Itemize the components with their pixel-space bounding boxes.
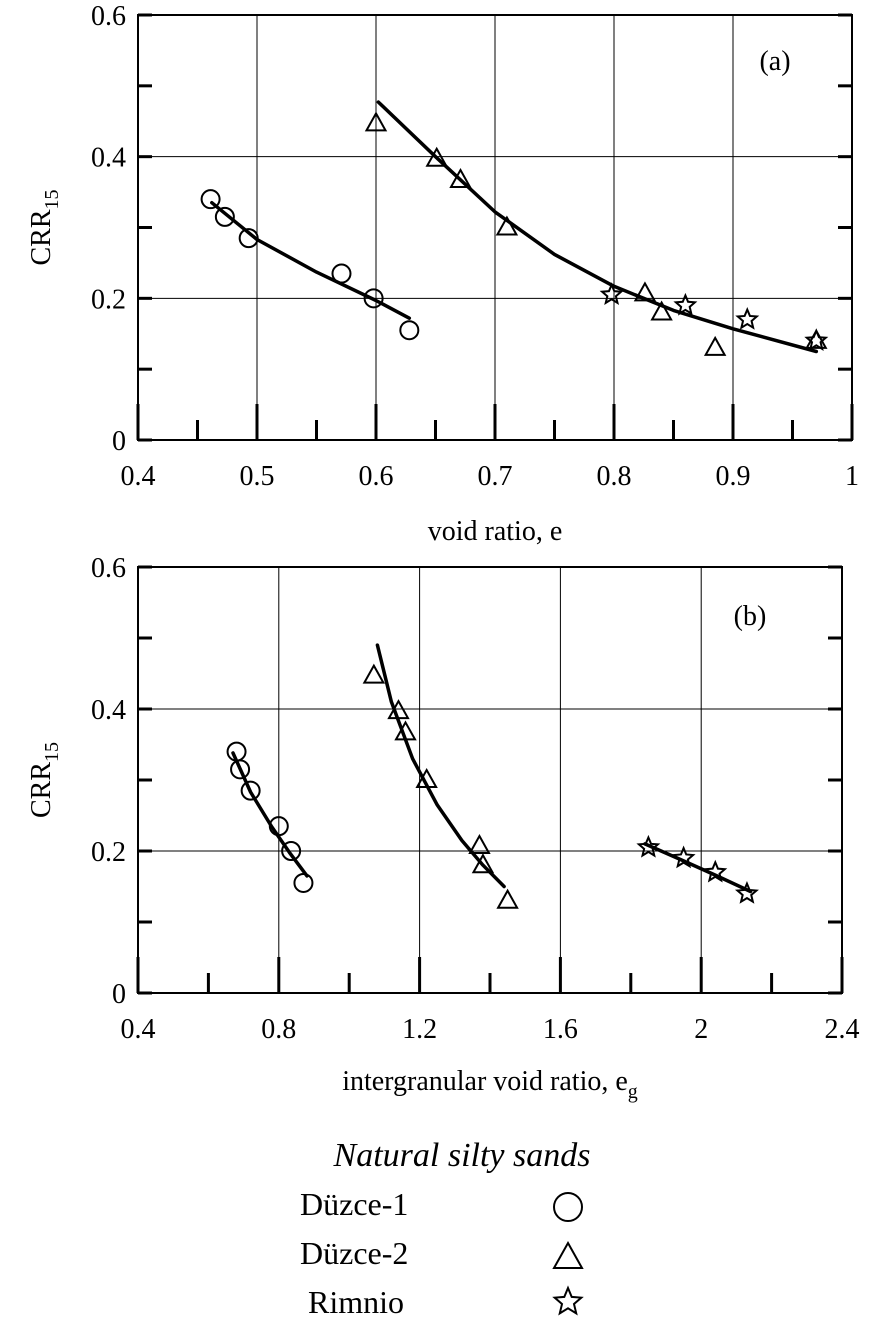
fit-curve: [643, 842, 753, 894]
data-point-star: [804, 328, 829, 352]
legend-marker-star: [552, 1285, 584, 1316]
data-point-triangle: [496, 888, 519, 909]
legend-entry-label: Düzce-2: [300, 1235, 408, 1271]
data-point-circle: [214, 206, 235, 227]
x-tick-label: 0.8: [597, 461, 632, 492]
panel-a: 0.4 0.5 0.6 0.7 0.8 0.9 1 0 0.2 0.4 0.6 void ratio,…: [26, 1, 859, 547]
y-tick-label: 0.2: [91, 284, 126, 315]
data-point-star: [735, 306, 760, 330]
legend-entry-label: Düzce-1: [300, 1186, 408, 1222]
fit-curve: [231, 751, 309, 878]
data-point-triangle: [650, 300, 673, 321]
data-point-circle: [331, 263, 352, 284]
data-point-circle: [293, 872, 314, 893]
x-tick-label: 1.2: [402, 1014, 437, 1045]
x-tick-label: 0.7: [478, 461, 513, 492]
data-point-star: [734, 881, 759, 904]
x-axis-title: intergranular void ratio, eg: [342, 1066, 638, 1103]
data-point-triangle: [633, 281, 657, 302]
data-point-star: [671, 845, 696, 869]
data-point-triangle: [495, 215, 519, 236]
fit-curve: [375, 643, 506, 889]
y-axis-title: CRR15: [26, 742, 63, 818]
legend-marker-circle: [553, 1192, 583, 1222]
data-point-triangle: [468, 833, 491, 855]
panel-b: 0.4 0.8 1.2 1.6 2 2.4 0 0.2 0.4 0.6 intergranular …: [26, 553, 860, 1103]
data-point-triangle: [362, 663, 386, 684]
data-point-circle: [200, 189, 221, 210]
fit-curve: [376, 100, 819, 354]
x-tick-label: 0.4: [121, 1014, 156, 1045]
x-tick-label: 2.4: [825, 1014, 860, 1045]
data-point-star: [636, 834, 661, 858]
data-point-triangle: [387, 699, 410, 720]
data-point-circle: [399, 320, 420, 341]
data-point-triangle: [425, 146, 448, 167]
y-tick-label: 0.6: [91, 1, 126, 32]
data-point-circle: [230, 759, 251, 780]
x-tick-label: 0.5: [240, 461, 275, 492]
data-point-triangle: [805, 328, 828, 349]
y-tick-label: 0.6: [91, 553, 126, 584]
panel-label: (b): [734, 601, 767, 632]
data-point-triangle: [415, 767, 438, 788]
legend-title: Natural silty sands: [333, 1137, 591, 1174]
legend-entry-label: Rimnio: [308, 1284, 404, 1320]
x-tick-label: 0.6: [359, 461, 394, 492]
x-tick-label: 2: [694, 1014, 708, 1045]
panel-label: (a): [759, 46, 790, 77]
fit-curve: [210, 200, 412, 320]
data-point-circle: [268, 816, 289, 837]
y-tick-label: 0: [112, 979, 126, 1010]
y-axis-title: CRR15: [26, 189, 63, 265]
y-tick-label: 0.4: [91, 143, 126, 174]
x-tick-label: 1.6: [543, 1014, 578, 1045]
data-point-triangle: [703, 335, 727, 356]
x-tick-label: 1: [845, 461, 859, 492]
x-tick-label: 0.8: [261, 1014, 296, 1045]
y-tick-label: 0.2: [91, 837, 126, 868]
data-point-star: [703, 859, 728, 883]
data-point-star: [599, 282, 624, 305]
y-tick-label: 0.4: [91, 695, 126, 726]
data-point-circle: [240, 780, 261, 801]
x-axis-title: void ratio, e: [428, 516, 563, 547]
data-point-triangle: [364, 111, 388, 132]
data-point-triangle: [449, 167, 472, 189]
x-tick-label: 0.9: [716, 461, 751, 492]
y-tick-label: 0: [112, 426, 126, 457]
legend-marker-triangle: [552, 1240, 584, 1269]
legend: Natural silty sands Düzce-1 Düzce-2 Rimn…: [300, 1137, 590, 1320]
data-point-triangle: [471, 853, 495, 874]
x-tick-label: 0.4: [121, 461, 156, 492]
data-point-star: [673, 292, 698, 316]
data-point-circle: [238, 228, 259, 249]
data-point-triangle: [394, 720, 417, 741]
data-point-circle: [281, 841, 302, 861]
data-point-circle: [363, 288, 384, 309]
